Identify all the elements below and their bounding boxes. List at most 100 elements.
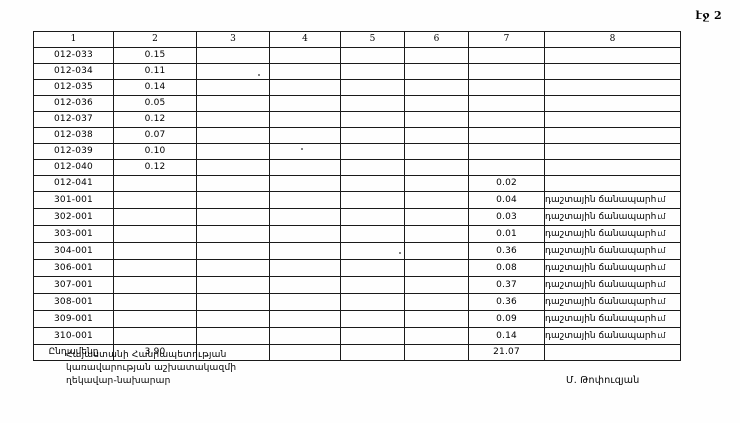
cell-col-7 — [468, 111, 545, 128]
cell-col-4 — [269, 276, 341, 294]
description-text: դաշտային ճանապարհ — [545, 246, 657, 256]
description-overflow-text: ւմ — [657, 297, 666, 306]
table-row: 012-037 0.12 — [33, 111, 681, 128]
table-row: 303-001 0.01 դաշտային ճանապարհւմ — [33, 225, 681, 243]
cell-col-6 — [404, 79, 469, 96]
column-header-2: 2 — [113, 31, 197, 48]
cell-col-6 — [404, 293, 469, 311]
column-header-1: 1 — [33, 31, 114, 48]
cell-col-6 — [404, 191, 469, 209]
cell-col-6 — [404, 225, 469, 243]
cell-col-3 — [196, 191, 270, 209]
cell-col-3 — [196, 47, 270, 64]
description-overflow-text: ւմ — [657, 314, 666, 323]
cell-col-6 — [404, 143, 469, 160]
cell-col-5 — [340, 143, 405, 160]
description-overflow-text: ւմ — [657, 195, 666, 204]
cell-col-7: 0.09 — [468, 310, 545, 328]
cell-col-6 — [404, 310, 469, 328]
total-cell-col-8 — [544, 344, 681, 361]
cell-col-7: 0.14 — [468, 327, 545, 345]
cell-col-2: 0.14 — [113, 79, 197, 96]
cell-col-1: 012-035 — [33, 79, 114, 96]
cell-col-7: 0.36 — [468, 293, 545, 311]
table-row: 304-001 0.36 դաշտային ճանապարհւմ — [33, 242, 681, 260]
cell-col-3 — [196, 143, 270, 160]
cell-col-4 — [269, 63, 341, 80]
table-row: 012-035 0.14 — [33, 79, 681, 96]
table-body: 012-033 0.15 012-034 0.11 012-035 0.14 012-036… — [33, 47, 681, 361]
cell-col-6 — [404, 259, 469, 277]
total-cell-col-5 — [340, 344, 405, 361]
column-header-3: 3 — [196, 31, 270, 48]
cell-col-2 — [113, 327, 197, 345]
cell-col-1: 012-039 — [33, 143, 114, 160]
cell-col-5 — [340, 191, 405, 209]
cell-col-2 — [113, 310, 197, 328]
cell-col-8: դաշտային ճանապարհւմ — [544, 310, 681, 328]
cell-col-8 — [544, 143, 681, 160]
cell-col-4 — [269, 191, 341, 209]
total-cell-col-1: Ընդամենը — [33, 344, 114, 361]
cell-col-7 — [468, 63, 545, 80]
cell-col-7: 0.02 — [468, 175, 545, 192]
description-text: դաշտային ճանապարհ — [545, 280, 657, 290]
description-text: դաշտային ճանապարհ — [545, 331, 657, 341]
cell-col-7 — [468, 127, 545, 144]
cell-col-3 — [196, 242, 270, 260]
cell-col-4 — [269, 327, 341, 345]
cell-col-5 — [340, 242, 405, 260]
table-row: 012-039 0.10 — [33, 143, 681, 160]
table-row: 301-001 0.04 դաշտային ճանապարհւմ — [33, 191, 681, 209]
description-overflow-text: ւմ — [657, 331, 666, 340]
cell-col-4 — [269, 127, 341, 144]
table-row: 306-001 0.08 դաշտային ճանապարհւմ — [33, 259, 681, 277]
cell-col-8: դաշտային ճանապարհւմ — [544, 208, 681, 226]
cell-col-1: 012-036 — [33, 95, 114, 112]
table-header-row: 1 2 3 4 5 6 7 8 — [33, 31, 681, 48]
cell-col-4 — [269, 175, 341, 192]
table-row: 012-038 0.07 — [33, 127, 681, 144]
cell-col-6 — [404, 242, 469, 260]
cell-col-5 — [340, 175, 405, 192]
cell-col-8: դաշտային ճանապարհւմ — [544, 327, 681, 345]
cell-col-7: 0.37 — [468, 276, 545, 294]
cell-col-2: 0.15 — [113, 47, 197, 64]
cell-col-4 — [269, 208, 341, 226]
description-overflow-text: ւմ — [657, 263, 666, 272]
table-row: 012-036 0.05 — [33, 95, 681, 112]
table-row: 012-034 0.11 — [33, 63, 681, 80]
cell-col-4 — [269, 259, 341, 277]
cell-col-1: 303-001 — [33, 225, 114, 243]
cell-col-6 — [404, 127, 469, 144]
cell-col-3 — [196, 63, 270, 80]
cell-col-8 — [544, 127, 681, 144]
table-row: 012-040 0.12 — [33, 159, 681, 176]
cell-col-2: 0.11 — [113, 63, 197, 80]
cell-col-8 — [544, 95, 681, 112]
cell-col-2 — [113, 225, 197, 243]
cell-col-4 — [269, 225, 341, 243]
cell-col-2 — [113, 259, 197, 277]
table-row: 310-001 0.14 դաշտային ճանապարհւմ — [33, 327, 681, 345]
cell-col-7 — [468, 159, 545, 176]
signatory-title-line-2: կառավարության աշխատակազմի — [66, 363, 237, 373]
cell-col-3 — [196, 175, 270, 192]
cell-col-8: դաշտային ճանապարհւմ — [544, 276, 681, 294]
cell-col-5 — [340, 111, 405, 128]
table-row: 309-001 0.09 դաշտային ճանապարհւմ — [33, 310, 681, 328]
cell-col-3 — [196, 259, 270, 277]
description-overflow-text: ւմ — [657, 280, 666, 289]
description-text: դաշտային ճանապարհ — [545, 263, 657, 273]
cell-col-5 — [340, 47, 405, 64]
cell-col-4 — [269, 47, 341, 64]
cell-col-4 — [269, 79, 341, 96]
cell-col-5 — [340, 310, 405, 328]
cell-col-3 — [196, 327, 270, 345]
cell-col-1: 306-001 — [33, 259, 114, 277]
cell-col-4 — [269, 95, 341, 112]
column-header-4: 4 — [269, 31, 341, 48]
data-table-container: 1 2 3 4 5 6 7 8 012-033 0.15 012-034 0.11 01… — [33, 31, 681, 361]
description-text: դաշտային ճանապարհ — [545, 212, 657, 222]
